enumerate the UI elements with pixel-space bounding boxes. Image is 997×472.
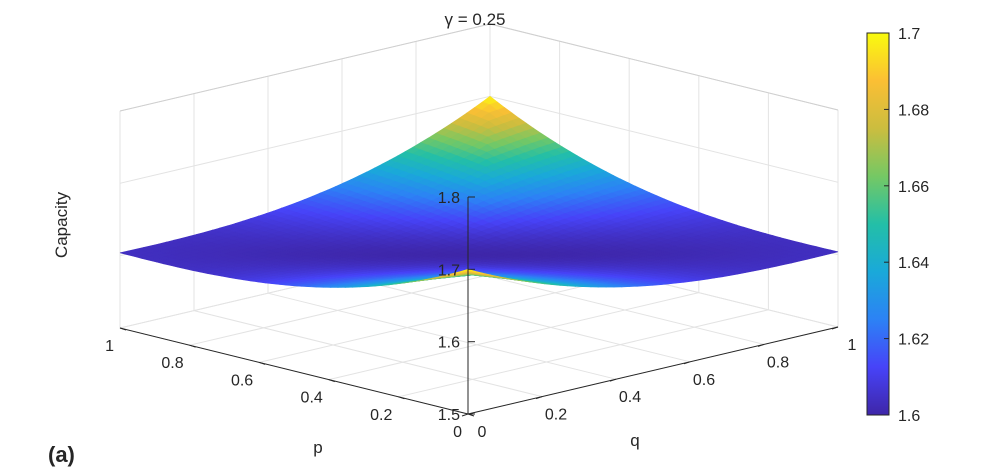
x-axis-label: p	[313, 438, 322, 457]
colorbar: 1.6 1.62 1.64 1.66 1.68 1.7	[866, 26, 929, 425]
colorbar-tick-label: 1.64	[898, 255, 929, 272]
x-tick-label: 0.8	[161, 355, 183, 372]
grid-line	[328, 292, 699, 381]
grid-line	[259, 274, 630, 363]
grid-line	[119, 95, 491, 184]
z-tick-label: 1.6	[438, 335, 460, 352]
grid-line	[267, 292, 617, 380]
colorbar-tick-label: 1.62	[898, 332, 929, 349]
x-tick	[189, 344, 196, 348]
grid-line	[341, 275, 691, 363]
x-tick	[398, 396, 405, 400]
z-tick-label: 1.7	[438, 262, 460, 279]
box-edge	[119, 23, 491, 112]
colorbar-bar	[866, 32, 890, 416]
box-edge	[489, 23, 839, 111]
y-tick	[683, 361, 691, 365]
grid-line	[398, 309, 769, 398]
y-tick	[757, 343, 765, 347]
colorbar-tick-label: 1.6	[898, 408, 920, 425]
y-axis-line	[467, 326, 839, 415]
y-tick-label: 0.6	[693, 372, 715, 389]
axes: 0 0.2 0.4 0.6 0.8 1 0 0.2 0.4 0.6 0.8 1 1.5 1.6 1.7 1.8	[105, 190, 856, 441]
x-tick-label: 0	[453, 424, 462, 441]
panel-label: (a)	[48, 442, 75, 467]
x-tick-label: 0.2	[370, 407, 392, 424]
x-tick	[328, 379, 335, 383]
x-tick-label: 0.6	[231, 372, 253, 389]
y-axis-label: q	[630, 431, 639, 450]
y-tick-label: 0.4	[619, 389, 641, 406]
z-tick-label: 1.8	[438, 190, 460, 207]
y-tick	[609, 378, 617, 382]
z-tick-label: 1.5	[438, 407, 460, 424]
y-tick-label: 0.2	[545, 407, 567, 424]
x-tick-label: 0.4	[301, 390, 323, 407]
x-tick-label: 1	[105, 338, 114, 355]
colorbar-tick-label: 1.66	[898, 179, 929, 196]
x-tick	[119, 327, 127, 331]
x-tick	[259, 361, 266, 365]
y-tick-label: 1	[848, 337, 857, 354]
x-axis-line	[119, 327, 469, 415]
grid-line	[489, 95, 839, 183]
chart-title: γ = 0.25	[445, 10, 506, 29]
y-tick	[535, 396, 543, 400]
y-tick-label: 0	[478, 424, 487, 441]
y-tick-label: 0.8	[767, 354, 789, 371]
surface	[119, 95, 839, 288]
y-tick	[461, 413, 469, 417]
y-tick	[831, 326, 839, 330]
colorbar-tick-label: 1.7	[898, 26, 920, 43]
grid-line	[193, 310, 543, 398]
colorbar-tick-label: 1.68	[898, 102, 929, 119]
z-axis-label: Capacity	[52, 191, 71, 258]
